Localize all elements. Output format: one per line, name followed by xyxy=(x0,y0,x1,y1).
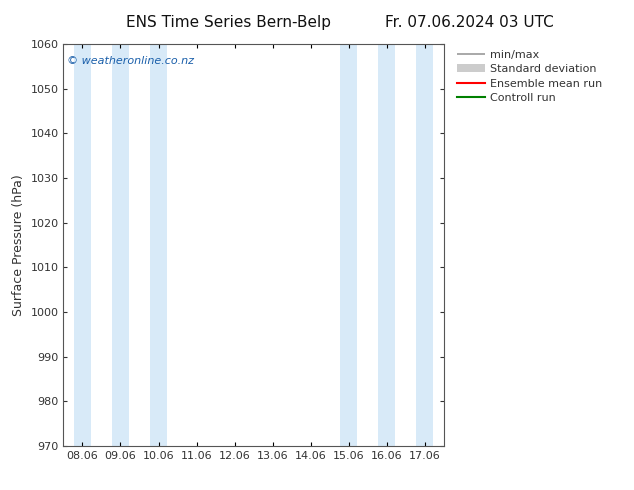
Bar xyxy=(378,44,395,446)
Bar xyxy=(150,44,167,446)
Bar xyxy=(340,44,357,446)
Bar xyxy=(74,44,91,446)
Text: Fr. 07.06.2024 03 UTC: Fr. 07.06.2024 03 UTC xyxy=(385,15,553,30)
Bar xyxy=(112,44,129,446)
Text: ENS Time Series Bern-Belp: ENS Time Series Bern-Belp xyxy=(126,15,331,30)
Y-axis label: Surface Pressure (hPa): Surface Pressure (hPa) xyxy=(12,174,25,316)
Legend: min/max, Standard deviation, Ensemble mean run, Controll run: min/max, Standard deviation, Ensemble me… xyxy=(457,49,602,103)
Bar xyxy=(417,44,433,446)
Text: © weatheronline.co.nz: © weatheronline.co.nz xyxy=(67,56,194,66)
